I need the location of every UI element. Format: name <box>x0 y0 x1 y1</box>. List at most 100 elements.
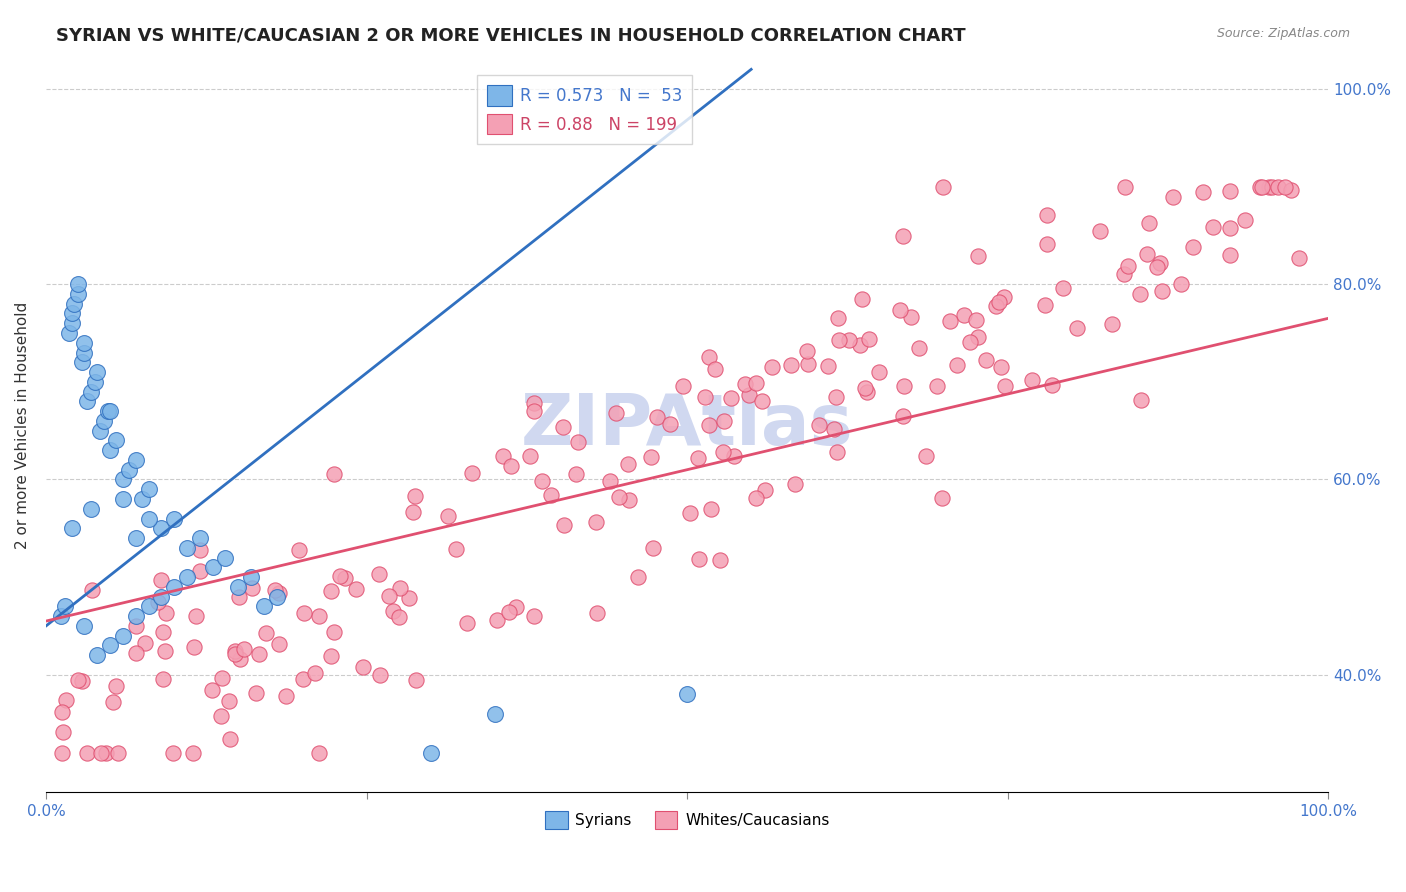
Point <box>672 379 695 393</box>
Point <box>1161 190 1184 204</box>
Point <box>188 543 211 558</box>
Point <box>150 590 173 604</box>
Point <box>709 552 731 566</box>
Point <box>266 590 288 604</box>
Point <box>808 417 831 432</box>
Point <box>1036 208 1059 222</box>
Point <box>780 358 803 372</box>
Point <box>404 489 426 503</box>
Point <box>1088 224 1111 238</box>
Point <box>111 629 134 643</box>
Point <box>181 746 204 760</box>
Point <box>118 463 141 477</box>
Point <box>188 531 211 545</box>
Point <box>967 330 990 344</box>
Point <box>249 648 271 662</box>
Point <box>599 474 621 488</box>
Point <box>329 568 352 582</box>
Point <box>80 384 103 399</box>
Point <box>219 731 242 746</box>
Point <box>565 467 588 481</box>
Point <box>287 542 309 557</box>
Point <box>679 506 702 520</box>
Point <box>80 582 103 597</box>
Point <box>344 582 367 597</box>
Point <box>72 673 94 688</box>
Point <box>224 644 246 658</box>
Point <box>889 302 911 317</box>
Point <box>294 606 316 620</box>
Point <box>211 671 233 685</box>
Point <box>323 624 346 639</box>
Point <box>276 689 298 703</box>
Point <box>155 607 177 621</box>
Point <box>1267 179 1289 194</box>
Point <box>676 687 699 701</box>
Point <box>402 505 425 519</box>
Point <box>1202 220 1225 235</box>
Point <box>984 299 1007 313</box>
Point <box>993 290 1015 304</box>
Point <box>1036 236 1059 251</box>
Point <box>183 640 205 654</box>
Point <box>1219 248 1241 262</box>
Point <box>96 404 118 418</box>
Point <box>150 521 173 535</box>
Point <box>76 746 98 760</box>
Point <box>101 695 124 709</box>
Point <box>505 600 527 615</box>
Point <box>1288 251 1310 265</box>
Point <box>498 605 520 619</box>
Point <box>523 396 546 410</box>
Point <box>1040 377 1063 392</box>
Point <box>499 458 522 473</box>
Point <box>398 591 420 605</box>
Point <box>976 352 998 367</box>
Point <box>523 609 546 624</box>
Point <box>825 444 848 458</box>
Y-axis label: 2 or more Vehicles in Household: 2 or more Vehicles in Household <box>15 302 30 549</box>
Point <box>201 560 224 574</box>
Point <box>138 599 160 614</box>
Point <box>66 673 89 688</box>
Point <box>1192 185 1215 199</box>
Point <box>827 311 849 326</box>
Point <box>1258 179 1281 194</box>
Text: ZIPAtlas: ZIPAtlas <box>520 392 853 460</box>
Point <box>695 390 717 404</box>
Point <box>1170 277 1192 292</box>
Point <box>796 343 818 358</box>
Point <box>308 746 330 760</box>
Point <box>253 599 276 614</box>
Point <box>586 606 609 620</box>
Point <box>264 583 287 598</box>
Point <box>585 515 607 529</box>
Point <box>1021 373 1043 387</box>
Point <box>838 333 860 347</box>
Point <box>530 474 553 488</box>
Point <box>308 609 330 624</box>
Point <box>76 394 98 409</box>
Point <box>519 449 541 463</box>
Point <box>163 511 186 525</box>
Point <box>52 724 75 739</box>
Point <box>66 277 89 292</box>
Point <box>333 571 356 585</box>
Point <box>51 705 73 719</box>
Point <box>817 359 839 373</box>
Point <box>720 392 742 406</box>
Point <box>617 457 640 471</box>
Point <box>381 604 404 618</box>
Point <box>367 567 389 582</box>
Point <box>966 249 988 263</box>
Point <box>150 573 173 587</box>
Point <box>80 501 103 516</box>
Point <box>291 672 314 686</box>
Point <box>63 296 86 310</box>
Point <box>319 648 342 663</box>
Point <box>1182 239 1205 253</box>
Point <box>111 473 134 487</box>
Point <box>60 316 83 330</box>
Point <box>1066 321 1088 335</box>
Point <box>86 648 108 663</box>
